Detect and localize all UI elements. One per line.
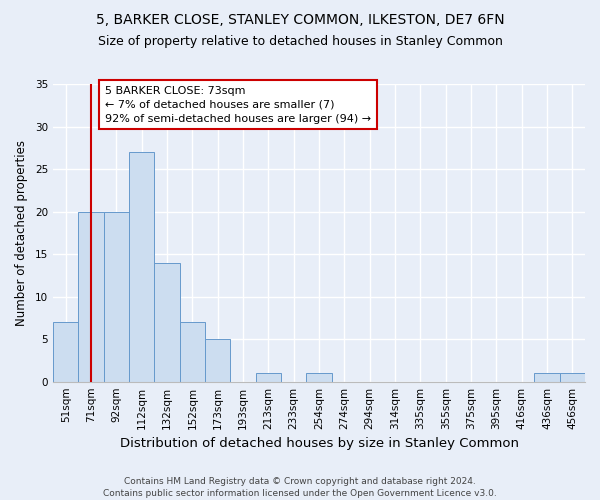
Bar	[104, 212, 129, 382]
Bar	[205, 339, 230, 382]
Bar	[256, 373, 281, 382]
Text: 5, BARKER CLOSE, STANLEY COMMON, ILKESTON, DE7 6FN: 5, BARKER CLOSE, STANLEY COMMON, ILKESTO…	[95, 12, 505, 26]
Bar	[535, 373, 560, 382]
Text: Size of property relative to detached houses in Stanley Common: Size of property relative to detached ho…	[98, 35, 502, 48]
Bar	[307, 373, 332, 382]
Bar	[129, 152, 154, 382]
Bar	[560, 373, 585, 382]
Text: Contains HM Land Registry data © Crown copyright and database right 2024.
Contai: Contains HM Land Registry data © Crown c…	[103, 476, 497, 498]
Bar	[180, 322, 205, 382]
Bar	[79, 212, 104, 382]
X-axis label: Distribution of detached houses by size in Stanley Common: Distribution of detached houses by size …	[119, 437, 518, 450]
Text: 5 BARKER CLOSE: 73sqm
← 7% of detached houses are smaller (7)
92% of semi-detach: 5 BARKER CLOSE: 73sqm ← 7% of detached h…	[105, 86, 371, 124]
Y-axis label: Number of detached properties: Number of detached properties	[15, 140, 28, 326]
Bar	[154, 262, 180, 382]
Bar	[53, 322, 79, 382]
